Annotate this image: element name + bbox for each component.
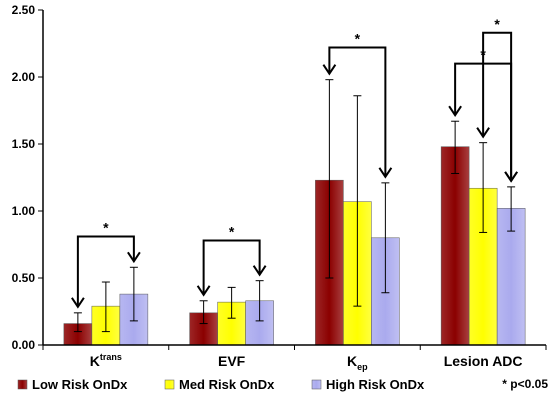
- error-bar-0-3: [451, 120, 460, 174]
- error-bar-1-0: [101, 281, 110, 333]
- error-bar-1-3: [479, 142, 488, 233]
- error-bar-0-0: [73, 312, 82, 333]
- error-bar-0-2: [325, 79, 334, 279]
- x-tick-label: EVF: [218, 353, 246, 369]
- error-bar-0-1: [199, 300, 208, 325]
- y-tick-label: 1.50: [12, 137, 36, 151]
- significance-star: *: [103, 219, 109, 235]
- bar-0-3: [440, 146, 470, 346]
- x-tick-label: Ktrans: [90, 352, 122, 369]
- error-bar-2-0: [129, 266, 138, 322]
- y-tick-label: 0.00: [12, 338, 36, 352]
- legend-swatch: [311, 379, 322, 390]
- y-tick-label: 1.00: [12, 204, 36, 218]
- x-tick-label: Lesion ADC: [444, 353, 523, 369]
- legend-label: Med Risk OnDx: [179, 377, 275, 392]
- legend-swatch: [164, 379, 175, 390]
- legend-label: High Risk OnDx: [326, 377, 425, 392]
- category-labels: Ktrans EVF Kep Lesion ADC: [90, 352, 523, 372]
- significance-star: *: [355, 31, 361, 47]
- error-bars: [73, 79, 516, 333]
- legend-item-0: Low Risk OnDx: [17, 377, 128, 392]
- significance-star: *: [494, 16, 500, 32]
- error-bar-2-1: [255, 280, 264, 322]
- x-tick-label: Kep: [347, 353, 368, 372]
- legend-item-1: Med Risk OnDx: [164, 377, 275, 392]
- legend-item-2: High Risk OnDx: [311, 377, 425, 392]
- significance-note: * p<0.05: [502, 377, 548, 391]
- error-bar-2-2: [381, 182, 390, 294]
- error-bar-1-1: [227, 286, 236, 319]
- significance-annotations: * ****: [71, 16, 518, 309]
- y-tick-label: 2.00: [12, 70, 36, 84]
- axes: [42, 10, 547, 350]
- error-bar-1-2: [353, 95, 362, 307]
- y-tick-label: 0.50: [12, 271, 36, 285]
- legend-label: Low Risk OnDx: [32, 377, 128, 392]
- error-bar-2-3: [507, 186, 516, 232]
- significance-bracket-0: *: [71, 219, 141, 309]
- y-tick-label: 2.50: [12, 3, 36, 17]
- legend-swatch: [17, 379, 28, 390]
- significance-bracket-2: *: [322, 31, 393, 179]
- y-axis-ticks: 0.00 0.50 1.00 1.50 2.00 2.50: [12, 3, 43, 352]
- significance-star: *: [229, 223, 235, 239]
- significance-bracket-1: *: [196, 223, 267, 297]
- bars: [63, 146, 526, 346]
- legend: Low Risk OnDx Med Risk OnDx High Risk OnDx: [17, 377, 425, 392]
- significance-bracket-4: *: [476, 16, 518, 183]
